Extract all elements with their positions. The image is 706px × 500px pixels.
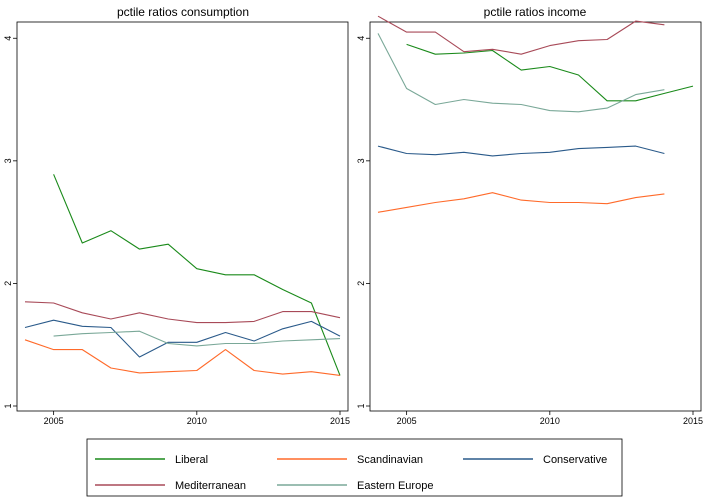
consumption-ytick-label-2: 3 [3,158,13,163]
income-series-conservative [377,145,665,157]
income-ytick-label-2: 3 [356,158,366,163]
income-plot-frame [369,21,702,412]
legend-box [86,438,623,497]
income-ytick-label-0: 1 [356,403,366,408]
income-chart-title: pctile ratios income [484,5,587,19]
income-ytick-label-3: 4 [356,36,366,41]
income-series-eastern-europe [377,33,665,113]
consumption-panel: pctile ratios consumption 1 2 3 4 2005 2010 20… [3,5,350,426]
legend-label-conservative: Conservative [543,454,607,466]
legend-label-mediterranean: Mediterranean [175,480,246,492]
income-series-scandinavian [377,192,665,213]
income-xtick-label-0: 2005 [397,416,417,426]
legend-label-liberal: Liberal [175,454,208,466]
income-panel: pctile ratios income 1 2 3 4 2005 2010 2015 [356,5,703,426]
legend-label-scandinavian: Scandinavian [357,454,423,466]
income-xtick-label-1: 2010 [540,416,560,426]
consumption-series-eastern-europe [53,330,341,347]
income-series-mediterranean [377,15,665,55]
legend-label-eastern-europe: Eastern Europe [357,480,433,492]
consumption-ytick-label-0: 1 [3,403,13,408]
legend: Liberal Scandinavian Conservative Mediterra… [86,438,623,497]
consumption-ytick-label-3: 4 [3,36,13,41]
consumption-ytick-label-1: 2 [3,281,13,286]
consumption-plot-frame [16,21,349,412]
consumption-series-scandinavian [24,339,341,376]
consumption-xtick-label-0: 2005 [44,416,64,426]
income-series-liberal [406,43,694,102]
consumption-xtick-label-2: 2015 [330,416,350,426]
income-xtick-label-2: 2015 [683,416,703,426]
consumption-xtick-label-1: 2010 [187,416,207,426]
income-ytick-label-1: 2 [356,281,366,286]
consumption-series-conservative [24,319,341,358]
consumption-chart-title: pctile ratios consumption [117,5,249,19]
consumption-series-liberal [53,174,341,376]
consumption-series-mediterranean [24,301,341,324]
